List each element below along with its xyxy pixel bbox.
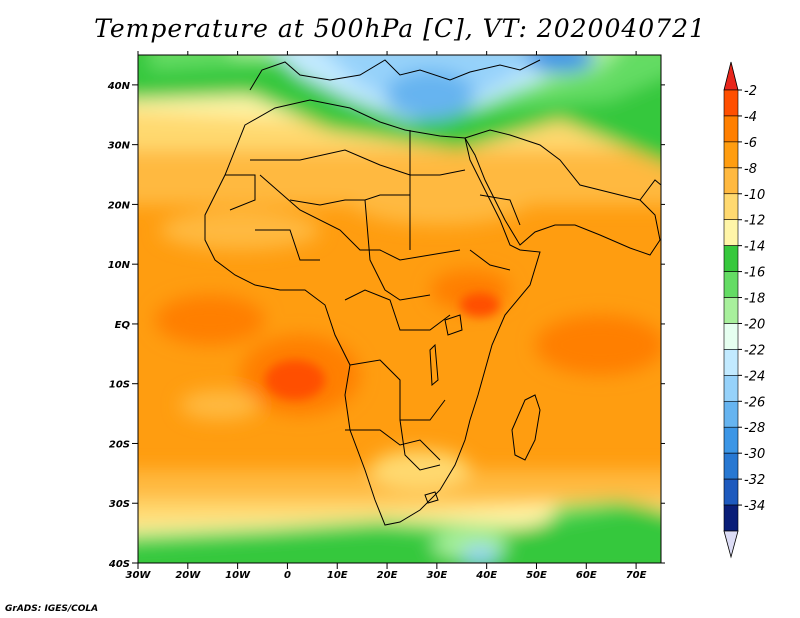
lat-tick-label: EQ <box>115 320 131 331</box>
latitude-axis: 40N 30N 20N 10N EQ 10S 20S 30S 40S <box>107 81 665 570</box>
grads-credit: GrADS: IGES/COLA <box>5 604 99 614</box>
colorbar-swatch <box>723 115 739 143</box>
colorbar-swatch <box>723 323 739 350</box>
colorbar-label: -14 <box>744 240 765 255</box>
colorbar-label: -2 <box>744 84 757 99</box>
colorbar-swatch <box>723 504 739 532</box>
lon-tick-label: 30E <box>426 570 447 581</box>
colorbar-label: -20 <box>744 317 765 332</box>
coastlines <box>204 59 661 526</box>
lat-tick-label: 40N <box>107 81 131 92</box>
colorbar-label: -34 <box>744 499 765 514</box>
colorbar-label: -32 <box>744 473 765 488</box>
colorbar-label: -24 <box>744 369 765 384</box>
colorbar-label: -12 <box>744 214 765 229</box>
lon-tick-label: 50E <box>526 570 547 581</box>
colorbar-swatch <box>723 297 739 324</box>
colorbar-label: -28 <box>744 421 765 436</box>
lat-tick-label: 30N <box>108 141 131 152</box>
colorbar-swatch <box>723 400 739 428</box>
lon-tick-label: 30W <box>126 570 152 581</box>
lon-tick-label: 40E <box>475 570 497 581</box>
longitude-axis: 30W 20W 10W 0 10E 20E 30E 40E 50E 60E 70E <box>126 51 647 581</box>
colorbar-swatch <box>723 219 739 246</box>
colorbar-swatch <box>723 426 739 454</box>
lon-tick-label: 60E <box>576 570 597 581</box>
colorbar-bottom-arrow <box>723 530 739 559</box>
lon-tick-label: 20E <box>377 570 398 581</box>
colorbar-swatch <box>723 375 739 402</box>
colorbar-label: -22 <box>744 343 765 358</box>
colorbar-swatch <box>723 141 739 169</box>
lat-tick-label: 20S <box>109 439 130 450</box>
colorbar-label: -10 <box>744 188 765 203</box>
colorbar: -2 -4 -6 -8 -10 -12 -14 -16 -18 -20 -22 -24 -26 -28 -3… <box>723 61 765 559</box>
colorbar-label: -26 <box>744 395 765 410</box>
colorbar-swatch <box>723 193 739 221</box>
colorbar-swatch <box>723 349 739 376</box>
colorbar-swatch <box>723 452 739 480</box>
colorbar-label: -4 <box>744 110 757 125</box>
lat-tick-label: 10N <box>108 260 131 271</box>
map-frame <box>137 54 662 564</box>
lon-tick-label: 10E <box>327 570 348 581</box>
map-title: Temperature at 500hPa [C], VT: 202004072… <box>94 14 706 43</box>
lat-tick-label: 20N <box>108 200 131 211</box>
colorbar-label: -8 <box>744 162 757 177</box>
lat-tick-label: 10S <box>109 380 130 391</box>
colorbar-swatch <box>723 245 739 272</box>
colorbar-label: -6 <box>744 136 757 151</box>
temperature-field <box>138 55 661 563</box>
lat-tick-label: 30S <box>109 499 130 510</box>
colorbar-swatch <box>723 478 739 506</box>
lon-tick-label: 0 <box>284 570 291 581</box>
colorbar-label: -30 <box>744 447 765 462</box>
colorbar-swatch <box>723 167 739 195</box>
colorbar-swatch <box>723 89 739 117</box>
colorbar-label: -16 <box>744 266 765 281</box>
colorbar-top-arrow <box>723 61 739 91</box>
colorbar-swatch <box>723 271 739 298</box>
lon-tick-label: 10W <box>225 570 251 581</box>
lat-tick-label: 40S <box>108 559 130 570</box>
lon-tick-label: 20W <box>175 570 201 581</box>
lon-tick-label: 70E <box>626 570 647 581</box>
colorbar-label: -18 <box>744 292 765 307</box>
